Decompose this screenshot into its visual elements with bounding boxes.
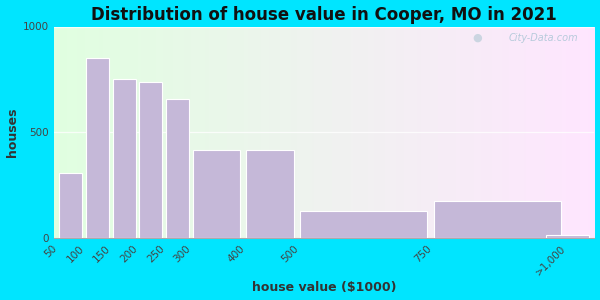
Bar [247, 150, 293, 238]
Text: City-Data.com: City-Data.com [509, 33, 578, 43]
Bar [166, 98, 189, 238]
Bar [300, 211, 427, 238]
Bar [193, 150, 240, 238]
Bar [86, 58, 109, 238]
X-axis label: house value ($1000): house value ($1000) [252, 281, 397, 294]
Bar [434, 201, 561, 238]
Y-axis label: houses: houses [5, 108, 19, 157]
Title: Distribution of house value in Cooper, MO in 2021: Distribution of house value in Cooper, M… [91, 6, 557, 24]
Bar [139, 82, 163, 238]
Bar [113, 80, 136, 238]
Bar [59, 172, 82, 238]
Text: ●: ● [473, 33, 482, 43]
Bar [546, 235, 589, 238]
